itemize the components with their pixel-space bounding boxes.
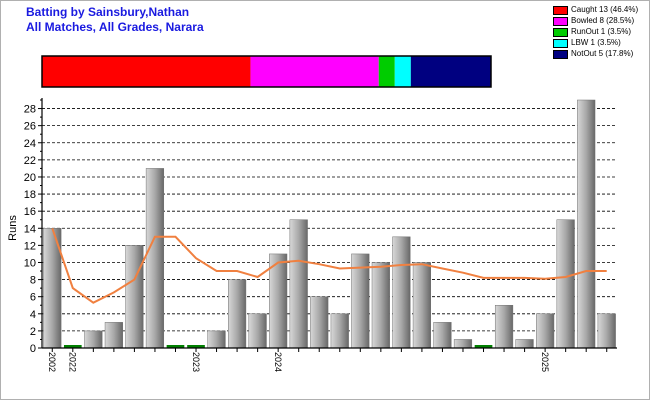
legend-label-runout: RunOut 1 (3.5%) bbox=[571, 27, 632, 36]
y-tick-label: 2 bbox=[30, 326, 36, 338]
bars bbox=[43, 99, 616, 349]
bar bbox=[207, 330, 226, 349]
y-tick-label: 24 bbox=[24, 138, 36, 150]
bar-duck bbox=[63, 345, 82, 348]
dismissal-segment-0 bbox=[42, 56, 251, 87]
legend-label-caught: Caught 13 (46.4%) bbox=[571, 5, 639, 14]
x-ticks: 2002 2022 2023 2024 2025 bbox=[47, 348, 608, 372]
bar bbox=[145, 168, 165, 349]
legend-label-bowled: Bowled 8 (28.5%) bbox=[571, 16, 635, 25]
bar bbox=[412, 262, 431, 349]
bar bbox=[228, 279, 247, 349]
y-tick-label: 0 bbox=[30, 343, 36, 355]
y-tick-label: 6 bbox=[30, 292, 36, 304]
legend-swatch-caught bbox=[553, 6, 568, 15]
dismissal-segment-1 bbox=[250, 56, 379, 87]
bar bbox=[453, 339, 473, 349]
y-tick-label: 16 bbox=[24, 206, 36, 218]
bar bbox=[392, 236, 411, 349]
y-tick-label: 26 bbox=[24, 121, 36, 133]
bar bbox=[556, 219, 575, 349]
bar bbox=[310, 296, 329, 349]
chart-subtitle: All Matches, All Grades, Narara bbox=[26, 20, 204, 34]
bar bbox=[248, 313, 267, 349]
y-tick-label: 8 bbox=[30, 275, 36, 287]
y-tick-label: 4 bbox=[30, 309, 36, 321]
dismissal-segment-2 bbox=[378, 56, 395, 87]
chart-title: Batting by Sainsbury,Nathan bbox=[26, 5, 190, 19]
y-tick-label: 14 bbox=[24, 223, 36, 235]
bar bbox=[84, 330, 103, 349]
bar bbox=[536, 313, 555, 349]
bar-duck bbox=[474, 345, 493, 348]
dismissal-bar-border bbox=[41, 55, 492, 88]
y-tick-label: 18 bbox=[24, 189, 36, 201]
bar bbox=[597, 313, 616, 349]
legend-label-notout: NotOut 5 (17.8%) bbox=[571, 49, 634, 58]
legend-swatch-bowled bbox=[553, 17, 568, 26]
y-tick-label: 12 bbox=[24, 240, 36, 252]
dismissal-bar bbox=[41, 55, 492, 88]
bar bbox=[577, 99, 596, 349]
dismissal-segment-4 bbox=[410, 56, 491, 87]
y-axis-label: Runs bbox=[7, 215, 19, 241]
bar bbox=[494, 304, 514, 349]
legend-swatch-runout bbox=[553, 28, 568, 37]
bar bbox=[433, 322, 452, 349]
legend-swatch-notout bbox=[553, 50, 568, 59]
dismissal-segment-3 bbox=[394, 56, 411, 87]
average-line bbox=[51, 227, 607, 304]
bar bbox=[330, 313, 349, 349]
x-tick-label: 2023 bbox=[191, 352, 201, 372]
bar bbox=[104, 322, 123, 349]
bar-duck bbox=[166, 345, 185, 348]
bar bbox=[125, 245, 144, 349]
bar bbox=[371, 262, 390, 349]
legend-label-lbw: LBW 1 (3.5%) bbox=[571, 38, 621, 47]
bar bbox=[515, 339, 534, 349]
legend-swatch-lbw bbox=[553, 39, 568, 48]
axes bbox=[41, 98, 617, 349]
x-tick-label: 2022 bbox=[68, 352, 78, 372]
x-tick-label: 2024 bbox=[273, 352, 283, 372]
y-tick-label: 28 bbox=[24, 104, 36, 116]
average-polyline bbox=[51, 227, 607, 304]
x-tick-label: 2002 bbox=[47, 352, 57, 372]
bar bbox=[289, 219, 308, 349]
y-tick-label: 10 bbox=[24, 257, 36, 269]
x-tick-label: 2025 bbox=[540, 352, 550, 372]
y-tick-label: 20 bbox=[24, 172, 36, 184]
bar-duck bbox=[187, 345, 205, 348]
y-tick-label: 22 bbox=[24, 155, 36, 167]
